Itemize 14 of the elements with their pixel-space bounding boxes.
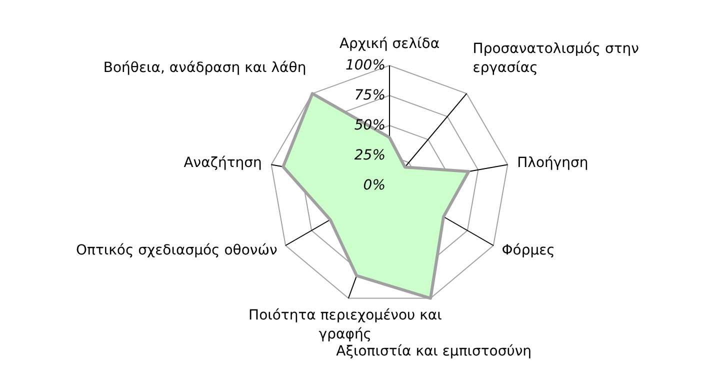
spoke-label: Ποιότητα περιεχομένου και γραφής [248, 307, 442, 342]
spoke-label: Αξιοπιστία και εμπιστοσύνη [336, 343, 532, 360]
spoke-label: Φόρμες [502, 242, 555, 258]
spoke-label: Οπτικός σχεδιασμός οθονών [76, 242, 278, 258]
y-tick-label: 75% [354, 88, 386, 104]
y-tick-label: 100% [345, 58, 386, 74]
spoke-label: Προσανατολισμός στην εργασίας [472, 41, 640, 76]
spoke-label: Βοήθεια, ανάδραση και λάθη [103, 60, 306, 76]
spoke-label: Πλοήγηση [517, 154, 588, 171]
spoke-label: Αρχική σελίδα [339, 36, 440, 52]
spoke-label: Αναζήτηση [184, 154, 262, 171]
y-tick-label: 50% [354, 118, 386, 134]
y-tick-label: 0% [363, 178, 386, 194]
y-tick-label: 25% [354, 148, 386, 164]
